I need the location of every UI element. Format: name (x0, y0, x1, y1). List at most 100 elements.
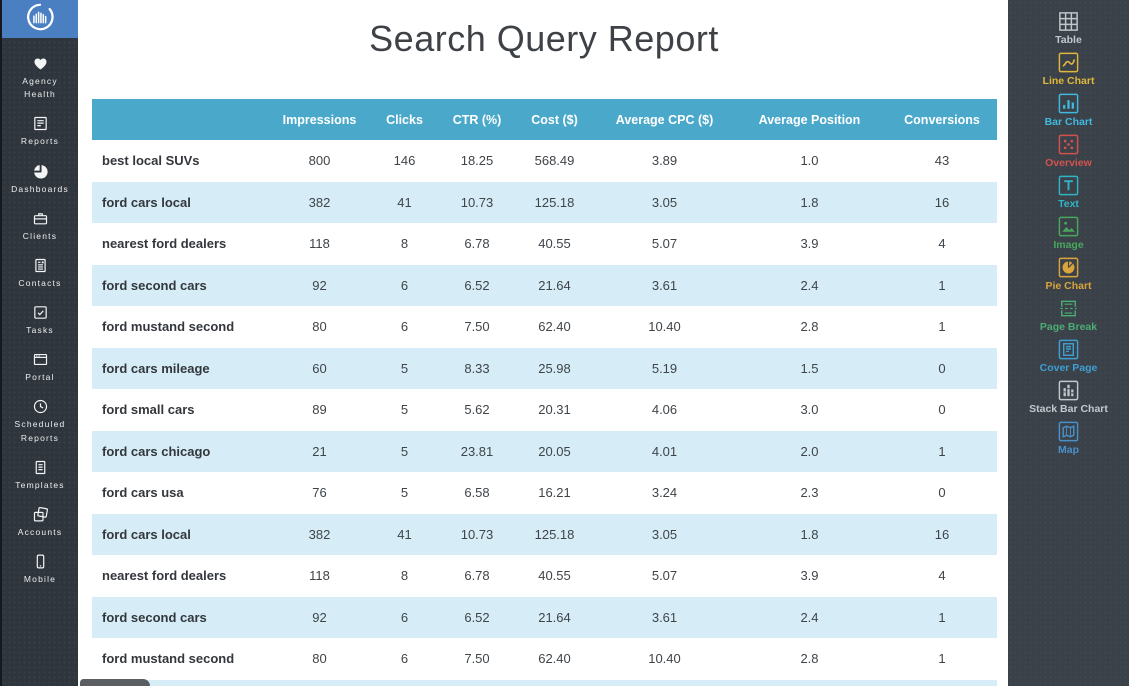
sidebar-item-portal[interactable]: Portal (2, 344, 78, 391)
value-cell: 40.55 (538, 236, 571, 252)
sidebar-item-label: Scheduled Reports (14, 419, 66, 443)
document-icon (32, 459, 49, 476)
widget-label: Stack Bar Chart (1029, 403, 1108, 415)
value-cell: 3.05 (651, 526, 678, 542)
checkbox-icon (32, 304, 49, 321)
value-cell: 6.52 (464, 277, 490, 293)
table-row: ford mustand second 80 6 7.50 62.40 10.40 2.8 1 (92, 638, 997, 680)
value-cell: 2.8 (800, 651, 819, 667)
query-cell: nearest ford dealers (102, 236, 227, 252)
sidebar-item-label: Reports (20, 136, 60, 147)
value-cell: 8.33 (464, 360, 490, 376)
widget-table[interactable]: Table (1008, 8, 1129, 49)
value-cell: 8 (400, 236, 409, 252)
value-cell: 16 (934, 526, 950, 542)
widget-page-break[interactable]: Page Break (1008, 295, 1129, 336)
value-cell: 118 (309, 236, 330, 252)
query-cell: ford second cars (102, 609, 207, 625)
sidebar-item-reports[interactable]: Reports (2, 108, 78, 155)
value-cell: 20.05 (538, 443, 571, 459)
value-cell: 3.61 (651, 277, 678, 293)
value-cell: 21.64 (538, 277, 571, 293)
value-cell: 6 (400, 651, 409, 667)
value-cell: 25.98 (538, 360, 571, 376)
search-query-table: Impressions Clicks CTR (%) Cost ($) Aver… (92, 99, 997, 686)
table-row: ford cars usa 76 5 6.58 16.21 3.24 2.3 0 (92, 472, 997, 514)
stacked-cards-icon (32, 506, 49, 523)
value-cell: 0 (938, 360, 946, 376)
value-cell: 7.50 (464, 651, 490, 667)
widget-label: Table (1055, 34, 1082, 46)
widget-label: Cover Page (1039, 362, 1098, 374)
value-cell: 2.8 (800, 319, 819, 335)
value-cell: 10.73 (460, 526, 494, 542)
widget-bar-chart[interactable]: Bar Chart (1008, 90, 1129, 131)
value-cell: 568.49 (534, 153, 575, 169)
value-cell: 40.55 (538, 568, 571, 584)
widget-label: Map (1058, 444, 1079, 456)
widget-image[interactable]: Image (1008, 213, 1129, 254)
page-title: Search Query Report (369, 18, 719, 59)
value-cell: 2.3 (800, 485, 819, 501)
value-cell: 20.31 (538, 402, 571, 418)
sidebar-item-dashboards[interactable]: Dashboards (2, 156, 78, 203)
widget-map[interactable]: Map (1008, 418, 1129, 459)
value-cell: 3.0 (800, 402, 819, 418)
value-cell: 41 (397, 194, 412, 210)
sidebar-nav: Agency Health Reports Dashboards Clients (2, 38, 78, 593)
widget-label: Bar Chart (1044, 116, 1093, 128)
widget-text[interactable]: Text (1008, 172, 1129, 213)
sidebar-item-templates[interactable]: Templates (2, 452, 78, 499)
reports-icon (32, 115, 49, 132)
value-cell: 10.40 (648, 651, 681, 667)
value-cell: 76 (312, 485, 327, 501)
value-cell: 1.8 (800, 526, 819, 542)
query-cell: nearest ford dealers (102, 568, 227, 584)
widget-line-chart[interactable]: Line Chart (1008, 49, 1129, 90)
value-cell: 0 (938, 485, 946, 501)
sidebar-item-contacts[interactable]: Contacts (2, 250, 78, 297)
value-cell: 10.73 (460, 194, 494, 210)
value-cell: 3.9 (800, 236, 819, 252)
value-cell: 6.78 (464, 236, 490, 252)
value-cell: 1 (938, 277, 946, 293)
value-cell: 1 (938, 609, 946, 625)
column-header-ctr: CTR (%) (452, 112, 502, 127)
value-cell: 23.81 (460, 443, 494, 459)
query-cell: ford cars chicago (102, 443, 211, 459)
value-cell: 6.52 (464, 609, 490, 625)
value-cell: 5 (400, 443, 409, 459)
value-cell: 0 (938, 402, 946, 418)
widget-label: Image (1053, 239, 1084, 251)
app-logo[interactable] (2, 0, 78, 38)
value-cell: 800 (308, 153, 331, 169)
value-cell: 21.64 (538, 609, 571, 625)
widget-palette: Table Line Chart Bar Chart Overview Text (1008, 0, 1129, 686)
sidebar-item-accounts[interactable]: Accounts (2, 499, 78, 546)
value-cell: 382 (308, 526, 331, 542)
widget-cover-page[interactable]: Cover Page (1008, 336, 1129, 377)
sidebar-item-mobile[interactable]: Mobile (2, 546, 78, 593)
bottom-scroll-handle[interactable] (80, 679, 150, 686)
sidebar-item-scheduled-reports[interactable]: Scheduled Reports (2, 391, 78, 451)
clock-icon (32, 398, 49, 415)
widget-pie-chart[interactable]: Pie Chart (1008, 254, 1129, 295)
table-row: ford mustand second 80 6 7.50 62.40 10.40 2.8 1 (92, 306, 997, 348)
value-cell: 62.40 (538, 319, 571, 335)
value-cell: 3.05 (651, 194, 678, 210)
sidebar-item-clients[interactable]: Clients (2, 203, 78, 250)
column-header-conversions: Conversions (904, 112, 980, 127)
widget-stack-bar-chart[interactable]: Stack Bar Chart (1008, 377, 1129, 418)
value-cell: 3.24 (651, 485, 678, 501)
value-cell: 6 (400, 319, 409, 335)
query-cell: ford mustand second (102, 319, 235, 335)
table-widget-icon (1057, 10, 1080, 33)
query-cell: best local SUVs (102, 153, 200, 169)
sidebar-item-tasks[interactable]: Tasks (2, 297, 78, 344)
value-cell: 3.89 (651, 153, 678, 169)
widget-overview[interactable]: Overview (1008, 131, 1129, 172)
value-cell: 10.40 (648, 319, 681, 335)
query-cell: ford cars mileage (102, 360, 210, 376)
query-cell: ford cars usa (102, 485, 184, 501)
sidebar-item-agency-health[interactable]: Agency Health (2, 48, 78, 108)
